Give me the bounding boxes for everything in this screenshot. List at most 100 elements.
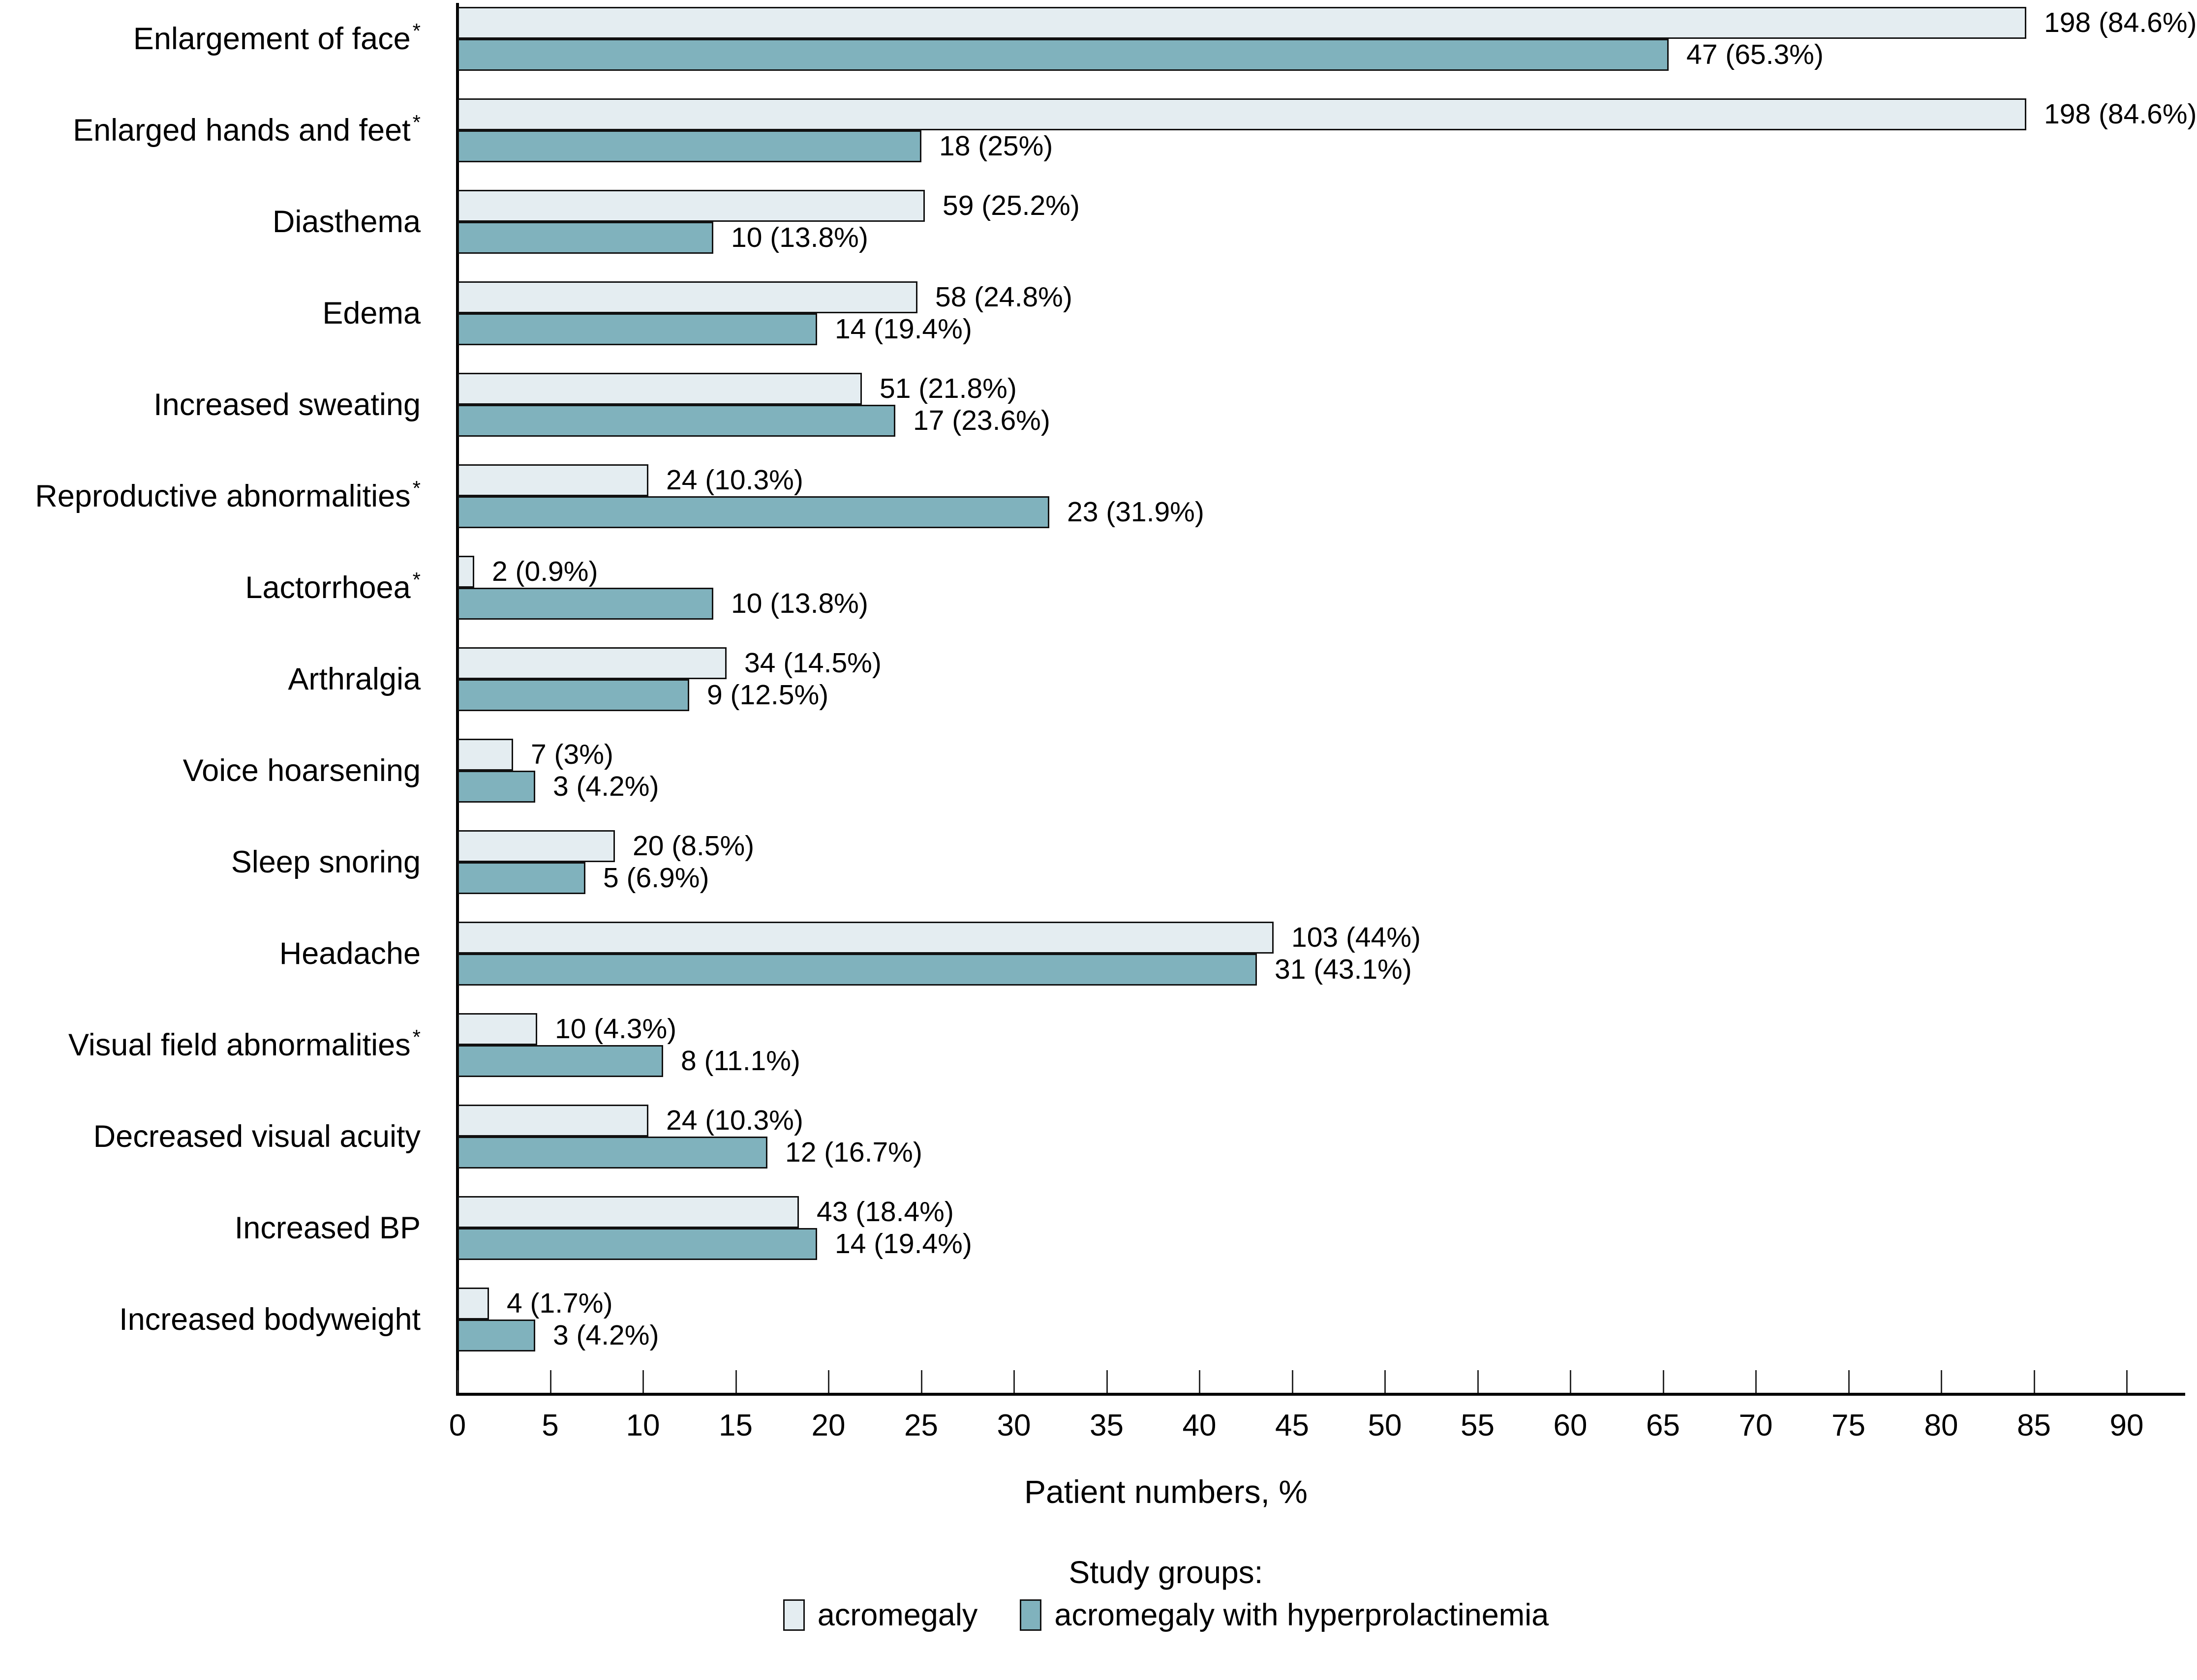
bar-acromegaly-with-hyperprolactinemia <box>458 771 535 803</box>
x-axis-line <box>456 1393 2185 1396</box>
value-label: 198 (84.6%) <box>2044 98 2197 130</box>
bar-acromegaly-with-hyperprolactinemia <box>458 954 1257 986</box>
bar-acromegaly <box>458 190 925 222</box>
value-label: 103 (44%) <box>1291 922 1421 953</box>
x-axis-tick <box>1662 1370 1664 1393</box>
value-label: 47 (65.3%) <box>1686 39 1824 70</box>
value-label: 12 (16.7%) <box>785 1137 922 1168</box>
category-label: Visual field abnormalities * <box>68 1025 421 1062</box>
x-axis-tick-label: 30 <box>997 1409 1031 1442</box>
x-axis-tick <box>1477 1370 1479 1393</box>
bar-acromegaly-with-hyperprolactinemia <box>458 222 713 254</box>
value-label: 3 (4.2%) <box>553 1320 659 1351</box>
x-axis-tick-label: 35 <box>1090 1409 1124 1442</box>
x-axis-tick <box>1755 1370 1757 1393</box>
value-label: 59 (25.2%) <box>943 190 1080 221</box>
x-axis-tick-label: 85 <box>2017 1409 2051 1442</box>
bar-acromegaly <box>458 7 2026 39</box>
x-axis-tick <box>642 1370 644 1393</box>
x-axis-tick-label: 90 <box>2109 1409 2144 1442</box>
value-label: 31 (43.1%) <box>1275 954 1412 985</box>
bar-acromegaly-with-hyperprolactinemia <box>458 39 1669 71</box>
legend-label-acromegaly-with-hyperprolactinemia: acromegaly with hyperprolactinemia <box>1054 1598 1549 1632</box>
value-label: 43 (18.4%) <box>817 1196 954 1228</box>
x-axis-tick-label: 80 <box>1924 1409 1958 1442</box>
asterisk-marker: * <box>412 19 421 42</box>
x-axis-tick <box>1384 1370 1386 1393</box>
bar-acromegaly <box>458 464 648 496</box>
value-label: 10 (13.8%) <box>731 588 868 619</box>
bar-acromegaly-with-hyperprolactinemia <box>458 1228 817 1260</box>
value-label: 24 (10.3%) <box>666 1105 803 1136</box>
value-label: 8 (11.1%) <box>681 1045 800 1077</box>
bar-acromegaly <box>458 373 862 405</box>
x-axis-tick <box>1106 1370 1108 1393</box>
legend: acromegaly acromegaly with hyperprolacti… <box>428 1597 1904 1633</box>
x-axis-tick-label: 25 <box>904 1409 938 1442</box>
x-axis-title: Patient numbers, % <box>1024 1473 1308 1510</box>
bar-acromegaly <box>458 1105 648 1137</box>
value-label: 198 (84.6%) <box>2044 7 2197 38</box>
x-axis-tick-label: 15 <box>719 1409 753 1442</box>
value-label: 24 (10.3%) <box>666 464 803 496</box>
x-axis-tick-label: 0 <box>449 1409 466 1442</box>
legend-item-acromegaly: acromegaly <box>783 1597 977 1633</box>
x-axis-tick <box>457 1370 458 1393</box>
value-label: 17 (23.6%) <box>913 405 1050 436</box>
category-label: Increased BP <box>234 1210 421 1245</box>
category-label: Reproductive abnormalities * <box>35 477 421 513</box>
category-label: Headache <box>279 936 421 971</box>
bar-acromegaly-with-hyperprolactinemia <box>458 1137 767 1169</box>
bar-acromegaly-with-hyperprolactinemia <box>458 588 713 620</box>
x-axis-tick-label: 65 <box>1646 1409 1680 1442</box>
value-label: 10 (4.3%) <box>555 1013 677 1045</box>
bar-acromegaly <box>458 647 727 679</box>
bar-acromegaly <box>458 830 615 862</box>
bar-acromegaly-with-hyperprolactinemia <box>458 1320 535 1351</box>
bar-acromegaly <box>458 281 917 313</box>
x-axis-tick-label: 55 <box>1461 1409 1495 1442</box>
x-axis-tick <box>2126 1370 2128 1393</box>
value-label: 58 (24.8%) <box>935 281 1072 313</box>
category-label: Edema <box>322 296 421 330</box>
value-label: 51 (21.8%) <box>880 373 1017 404</box>
x-axis-tick <box>1291 1370 1293 1393</box>
bar-acromegaly-with-hyperprolactinemia <box>458 405 895 437</box>
x-axis-tick-label: 5 <box>542 1409 559 1442</box>
x-axis-tick-label: 10 <box>626 1409 660 1442</box>
value-label: 9 (12.5%) <box>707 679 829 711</box>
x-axis-tick <box>735 1370 737 1393</box>
value-label: 23 (31.9%) <box>1067 496 1204 528</box>
value-label: 18 (25%) <box>939 130 1053 162</box>
category-label: Voice hoarsening <box>183 753 421 788</box>
x-axis-tick <box>549 1370 551 1393</box>
x-axis-tick-label: 70 <box>1739 1409 1773 1442</box>
x-axis-tick <box>920 1370 922 1393</box>
category-label: Enlargement of face * <box>133 19 421 56</box>
asterisk-marker: * <box>412 568 421 591</box>
bar-acromegaly-with-hyperprolactinemia <box>458 862 585 894</box>
x-axis-tick <box>1013 1370 1015 1393</box>
legend-swatch-acromegaly-with-hyperprolactinemia <box>1020 1599 1042 1631</box>
bar-acromegaly-with-hyperprolactinemia <box>458 679 689 711</box>
value-label: 2 (0.9%) <box>492 556 598 587</box>
bar-acromegaly-with-hyperprolactinemia <box>458 130 921 162</box>
value-label: 4 (1.7%) <box>507 1288 613 1319</box>
category-label: Enlarged hands and feet * <box>73 111 421 148</box>
x-axis-tick <box>828 1370 829 1393</box>
value-label: 14 (19.4%) <box>835 1228 972 1260</box>
category-label: Diasthema <box>272 204 421 239</box>
bar-acromegaly <box>458 922 1274 954</box>
category-label: Sleep snoring <box>231 844 421 879</box>
value-label: 7 (3%) <box>531 739 613 770</box>
bar-acromegaly <box>458 739 513 771</box>
bar-acromegaly-with-hyperprolactinemia <box>458 313 817 345</box>
x-axis-tick-label: 75 <box>1831 1409 1865 1442</box>
x-axis-tick <box>1570 1370 1571 1393</box>
value-label: 5 (6.9%) <box>603 862 709 894</box>
category-label: Lactorrhoea * <box>245 568 421 605</box>
x-axis-tick-label: 60 <box>1553 1409 1587 1442</box>
x-axis-tick-label: 45 <box>1275 1409 1309 1442</box>
value-label: 3 (4.2%) <box>553 771 659 802</box>
